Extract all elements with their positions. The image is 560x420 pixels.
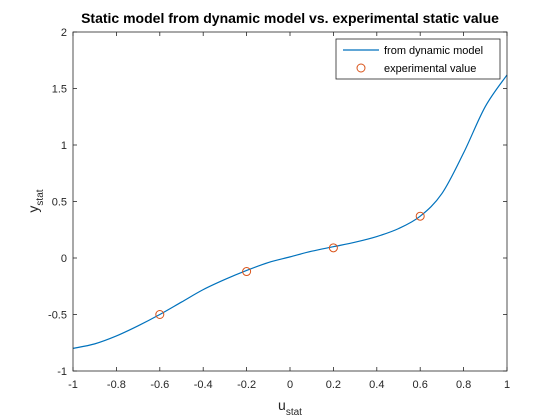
legend-label-experimental-value: experimental value xyxy=(384,63,476,75)
x-tick-label: 0.6 xyxy=(413,379,428,391)
x-axis-label-subscript: stat xyxy=(286,407,302,418)
x-tick-label: 1 xyxy=(504,379,510,391)
x-tick-label: -1 xyxy=(68,379,78,391)
chart-title: Static model from dynamic model vs. expe… xyxy=(81,10,499,26)
experimental-point xyxy=(242,267,252,277)
experimental-point xyxy=(328,243,338,253)
x-tick-label: 0.2 xyxy=(326,379,341,391)
axes-background xyxy=(73,32,507,371)
y-tick-label: 1 xyxy=(61,140,67,152)
x-tick-label: -0.4 xyxy=(194,379,213,391)
y-tick-label: 0 xyxy=(61,253,67,265)
y-axis-label: ystat xyxy=(25,189,46,212)
experimental-point xyxy=(155,310,165,319)
y-axis-label-main: y xyxy=(25,206,41,213)
y-tick-label: -0.5 xyxy=(48,310,67,322)
x-axis-label: ustat xyxy=(278,397,302,418)
x-tick-label: 0.8 xyxy=(456,379,471,391)
x-tick-label: 0 xyxy=(287,379,293,391)
y-tick-label: 0.5 xyxy=(52,197,67,209)
legend-marker-swatch xyxy=(356,63,366,73)
x-tick-label: -0.2 xyxy=(237,379,256,391)
series-layer xyxy=(72,74,508,349)
legend-label-dynamic-model: from dynamic model xyxy=(384,45,483,57)
x-tick-label: -0.6 xyxy=(150,379,169,391)
x-tick-label: -0.8 xyxy=(107,379,126,391)
x-tick-label: 0.4 xyxy=(369,379,384,391)
y-axis-label-subscript: stat xyxy=(35,189,46,205)
y-tick-label: -1 xyxy=(57,366,67,378)
experimental-point xyxy=(415,211,425,221)
x-axis-label-main: u xyxy=(278,397,286,413)
x-axis-ticks: -1 -0.8 -0.6 -0.4 -0.2 0 0.2 0.4 0.6 0.8 1 xyxy=(68,32,510,391)
y-axis-ticks: -1 -0.5 0 0.5 1 1.5 2 xyxy=(48,27,507,378)
y-tick-label: 2 xyxy=(61,27,67,39)
legend: from dynamic model experimental value xyxy=(335,38,501,80)
y-tick-label: 1.5 xyxy=(52,84,67,96)
series-line-dynamic-model xyxy=(72,74,508,349)
legend-box xyxy=(335,38,501,80)
